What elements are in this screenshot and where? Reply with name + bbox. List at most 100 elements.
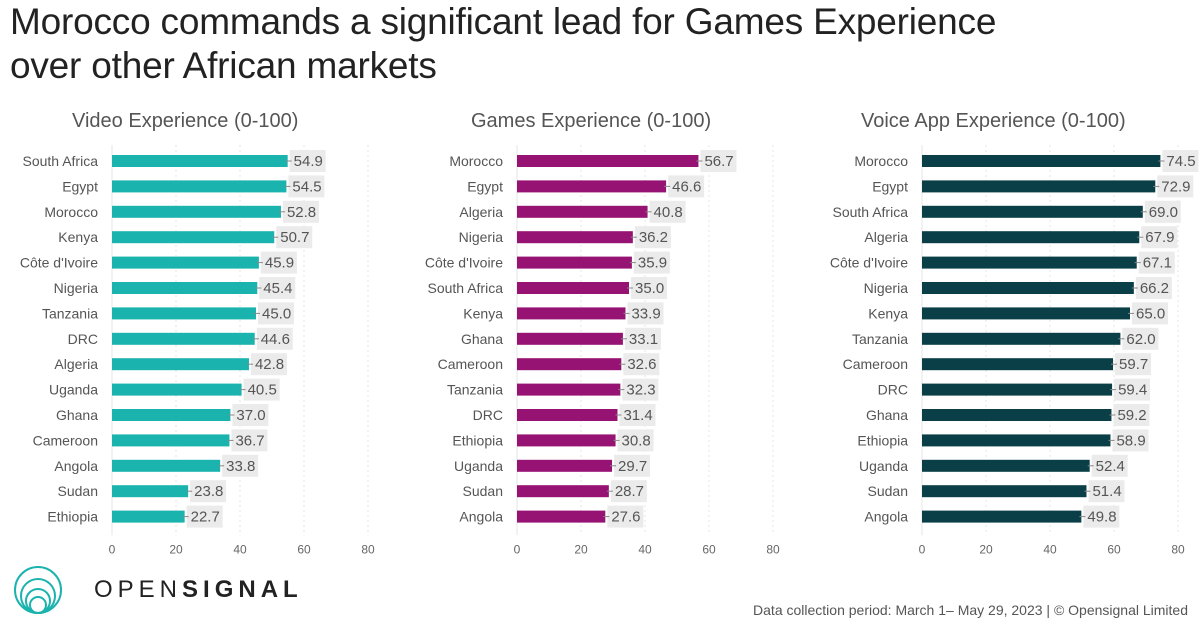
value-label: 45.4 (263, 280, 292, 297)
category-label: Morocco (854, 153, 908, 169)
bar (517, 510, 606, 523)
category-label: Uganda (859, 458, 908, 474)
value-label: 59.4 (1118, 382, 1147, 399)
value-label-background (1122, 327, 1159, 350)
bar (112, 434, 230, 447)
value-label: 33.9 (631, 305, 660, 322)
value-label-background (1113, 404, 1150, 426)
bar (922, 231, 1140, 244)
category-label: Egypt (872, 178, 908, 194)
value-label-background (256, 327, 293, 350)
category-label: Ghana (461, 331, 503, 347)
bar (112, 383, 242, 396)
value-label: 22.7 (191, 509, 220, 526)
value-label-background (1138, 251, 1175, 274)
category-label: South Africa (428, 280, 504, 296)
chart-title: Video Experience (0-100) (72, 110, 299, 132)
bar (922, 307, 1130, 320)
value-label: 36.2 (639, 229, 668, 246)
value-label-background (623, 353, 660, 376)
value-label-background (289, 150, 326, 172)
voice-app-experience-chart: 0 20 40 60 80 Morocco 74.5 Egypt 72.9 South Afric… (830, 145, 1199, 556)
title-line-2: over other African markets (10, 45, 437, 86)
video-experience-panel: Video Experience (0-100) 0 20 40 60 80 South … (0, 105, 390, 565)
bar (517, 459, 613, 472)
value-label-background (634, 226, 671, 249)
bar (517, 155, 699, 167)
value-label: 29.7 (618, 458, 647, 475)
value-label: 45.9 (265, 255, 294, 272)
bar (517, 282, 629, 294)
bar (112, 205, 281, 218)
category-label: Nigeria (864, 280, 909, 296)
bar (922, 510, 1082, 523)
category-label: South Africa (23, 153, 99, 169)
category-label: Nigeria (54, 280, 99, 296)
value-label-background (627, 302, 664, 325)
bar (517, 231, 633, 244)
value-label: 31.4 (623, 407, 652, 424)
bar (517, 434, 616, 447)
bar (517, 332, 623, 345)
value-label: 67.1 (1143, 255, 1172, 272)
value-label-background (1132, 302, 1168, 325)
value-label-background (288, 175, 325, 198)
bar (112, 358, 249, 371)
category-label: Ethiopia (857, 432, 908, 448)
bar (112, 231, 275, 244)
bar (922, 332, 1121, 345)
value-label-background (700, 150, 737, 172)
bar (922, 383, 1113, 396)
bar (517, 409, 618, 421)
x-tick-label: 0 (109, 542, 116, 556)
x-tick-label: 20 (979, 542, 993, 556)
x-tick-label: 40 (233, 542, 247, 556)
value-label: 44.6 (261, 331, 290, 348)
bar (517, 307, 626, 320)
value-label: 33.1 (629, 331, 658, 348)
bar (922, 205, 1143, 218)
value-label-background (276, 226, 313, 249)
value-label-background (1135, 277, 1172, 299)
games-experience-panel: Games Experience (0-100) 0 20 40 60 80 Morocc… (405, 105, 795, 565)
x-tick-label: 60 (702, 542, 716, 556)
bar (922, 434, 1111, 447)
title-line-1: Morocco commands a significant lead for … (10, 1, 997, 42)
bar (112, 307, 256, 320)
x-tick-label: 0 (919, 542, 926, 556)
bar (517, 358, 622, 371)
value-label: 67.9 (1145, 229, 1174, 246)
category-label: Ghana (56, 407, 98, 423)
category-label: Egypt (467, 178, 503, 194)
value-label: 36.7 (235, 432, 264, 449)
value-label-background (649, 200, 686, 223)
bar (112, 510, 185, 523)
value-label-background (243, 378, 280, 401)
value-label-background (631, 277, 667, 299)
category-label: DRC (68, 331, 98, 347)
value-label-background (232, 404, 269, 426)
category-label: Uganda (49, 382, 98, 398)
value-label-background (1115, 353, 1152, 376)
category-label: Sudan (463, 483, 503, 499)
bar (922, 256, 1137, 269)
category-label: Algeria (459, 204, 503, 220)
value-label: 37.0 (236, 407, 265, 424)
value-label-background (1112, 429, 1149, 452)
x-tick-label: 20 (574, 542, 588, 556)
category-label: Algeria (54, 356, 98, 372)
value-label-background (668, 175, 705, 198)
category-label: Morocco (449, 153, 503, 169)
category-label: Algeria (864, 229, 908, 245)
opensignal-logo-icon (14, 566, 62, 614)
category-label: Nigeria (459, 229, 504, 245)
value-label-background (259, 277, 296, 299)
category-label: Kenya (58, 229, 98, 245)
x-tick-label: 40 (1043, 542, 1057, 556)
value-label-background (624, 327, 661, 350)
category-label: Tanzania (447, 382, 503, 398)
page-title: Morocco commands a significant lead for … (10, 0, 996, 88)
category-label: Tanzania (852, 331, 908, 347)
bar (517, 180, 667, 193)
category-label: Angola (459, 509, 503, 525)
